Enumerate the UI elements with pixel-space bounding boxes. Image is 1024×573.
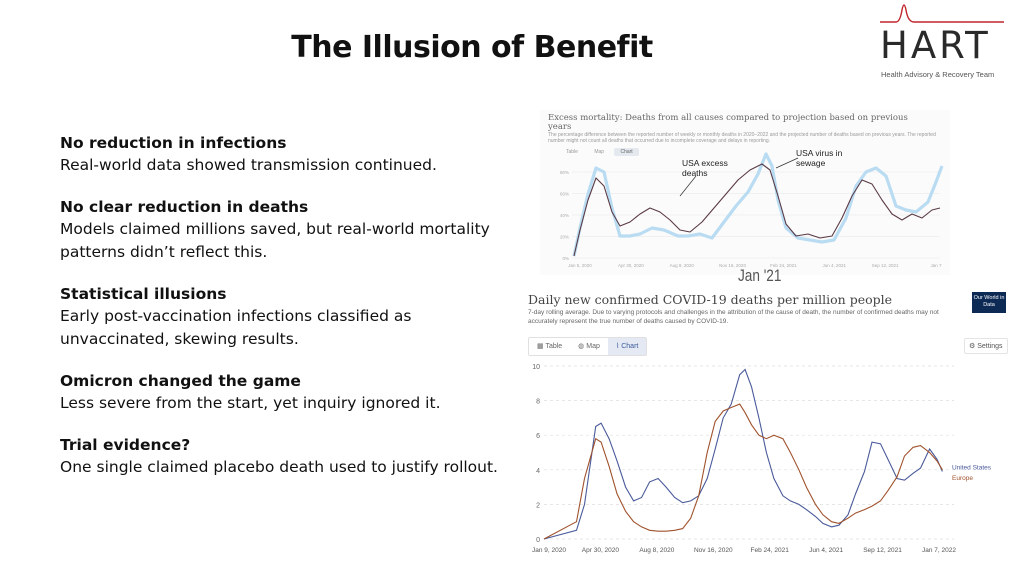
tab-chart[interactable]: Chart [614, 148, 639, 156]
gear-icon: ⚙ [969, 343, 978, 350]
x-tick-label: Feb 24, 2021 [751, 547, 790, 554]
series-line-virus-in-sewage [572, 152, 944, 257]
point-deaths: No clear reduction in deaths Models clai… [60, 196, 510, 264]
logo-subtitle: Health Advisory & Recovery Team [881, 70, 995, 79]
excess-chart-subtitle: The percentage difference between the re… [548, 132, 936, 144]
tab-label: Table [545, 343, 563, 350]
tab-chart[interactable]: ⌇ Chart [607, 338, 647, 355]
y-tick-label: 40% [560, 213, 569, 218]
point-body: Less severe from the start, yet inquiry … [60, 394, 441, 412]
excess-chart-title: Excess mortality: Deaths from all causes… [548, 113, 908, 132]
y-tick-label: 8 [536, 399, 540, 406]
point-body: Models claimed millions saved, but real-… [60, 220, 490, 261]
y-tick-label: 4 [536, 468, 540, 475]
annotation-pointer [679, 175, 697, 197]
point-infections: No reduction in infections Real-world da… [60, 132, 510, 177]
point-heading: No clear reduction in deaths [60, 198, 309, 216]
settings-label: Settings [977, 343, 1003, 350]
annotation-pointer [775, 157, 799, 169]
deaths-chart-plot: 0 2 4 6 8 10 Jan 9, 2020 Apr 30, 2020 Aug 8, 202… [532, 364, 992, 554]
heartbeat-line-icon [880, 4, 1004, 23]
x-tick-label: Jan 7, 2022 [922, 547, 956, 554]
x-tick-label: Sep 12, 2021 [872, 263, 899, 268]
x-tick-label: Jan 5, 2020 [568, 263, 592, 268]
owid-logo: Our World in Data [972, 292, 1006, 313]
tab-map[interactable]: Map [594, 149, 605, 155]
deaths-chart-tabs: ▦ Table ◍ Map ⌇ Chart [528, 337, 648, 356]
x-tick-label: Jan 9, 2020 [532, 547, 566, 554]
point-heading: Trial evidence? [60, 436, 191, 454]
series-label: United States [952, 465, 992, 472]
series-line-europe [543, 403, 943, 540]
point-heading: No reduction in infections [60, 134, 287, 152]
point-heading: Statistical illusions [60, 285, 227, 303]
x-tick-label: Sep 12, 2021 [863, 547, 902, 554]
tab-label: Chart [621, 343, 639, 350]
x-tick-label: Jan 7 [930, 263, 942, 268]
y-tick-label: 6 [536, 433, 540, 440]
tab-table[interactable]: Table [566, 149, 578, 155]
globe-icon: ◍ [578, 343, 587, 350]
y-tick-label: 20% [560, 235, 569, 240]
point-trial: Trial evidence? One single claimed place… [60, 434, 510, 479]
tab-table[interactable]: ▦ Table [529, 338, 570, 355]
logo-text: HART [880, 24, 991, 67]
y-tick-label: 0% [562, 256, 569, 261]
y-tick-label: 60% [560, 192, 569, 197]
hart-logo-heartbeat [880, 4, 1004, 23]
line-chart-icon: ⌇ [615, 343, 622, 350]
annotation-usa-excess-deaths: USA excess deaths [682, 158, 728, 178]
point-omicron: Omicron changed the game Less severe fro… [60, 370, 510, 415]
x-tick-label: Nov 16, 2020 [694, 547, 733, 554]
x-tick-label: Apr 30, 2020 [618, 263, 644, 268]
excess-mortality-chart: Excess mortality: Deaths from all causes… [540, 110, 950, 285]
point-body: Early post-vaccination infections classi… [60, 307, 412, 348]
y-tick-label: 10 [532, 364, 540, 371]
jan-21-label: Jan '21 [738, 266, 782, 285]
x-tick-label: Aug 8, 2020 [639, 547, 674, 554]
x-tick-label: Aug 9, 2020 [670, 263, 695, 268]
y-tick-label: 0 [536, 537, 540, 544]
excess-chart-plot: 80% 60% 40% 20% 0% Jan 5, 2020 Apr 30, 2020 Aug… [560, 152, 944, 268]
y-tick-label: 80% [560, 170, 569, 175]
settings-button[interactable]: ⚙ Settings [964, 338, 1008, 354]
point-body: One single claimed placebo death used to… [60, 458, 498, 476]
x-tick-label: Nov 16, 2020 [719, 263, 746, 268]
annotation-usa-virus-sewage: USA virus in sewage [796, 148, 843, 168]
x-tick-label: Jun 4, 2021 [809, 547, 843, 554]
x-tick-label: Apr 30, 2020 [582, 547, 620, 554]
point-heading: Omicron changed the game [60, 372, 301, 390]
series-line-usa-excess-deaths [573, 163, 941, 257]
y-tick-label: 2 [536, 502, 540, 509]
deaths-chart-subtitle: 7-day rolling average. Due to varying pr… [528, 309, 939, 325]
table-icon: ▦ [537, 343, 546, 350]
tab-map[interactable]: ◍ Map [570, 338, 608, 355]
excess-chart-tabs: Table Map Chart [560, 148, 642, 156]
x-tick-label: Jun 4, 2021 [823, 263, 847, 268]
series-label: Europe [952, 475, 973, 482]
bullet-points: No reduction in infections Real-world da… [60, 132, 510, 498]
series-line-united-states [543, 368, 943, 540]
tab-label: Map [586, 343, 600, 350]
point-statistical: Statistical illusions Early post-vaccina… [60, 283, 510, 351]
x-tick-label: Feb 24, 2021 [770, 263, 797, 268]
point-body: Real-world data showed transmission cont… [60, 156, 437, 174]
slide-title: The Illusion of Benefit [291, 30, 653, 65]
deaths-chart-title: Daily new confirmed COVID-19 deaths per … [528, 292, 893, 307]
